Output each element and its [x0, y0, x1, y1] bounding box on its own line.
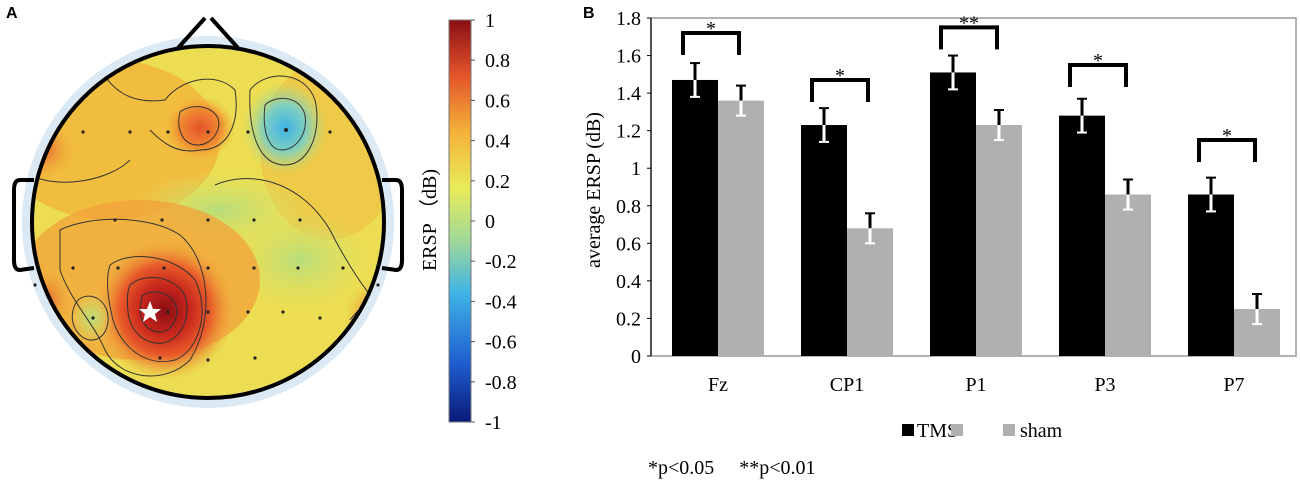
bar-tms-fz	[672, 79, 718, 356]
bar-tms-p7	[1188, 194, 1234, 356]
bar-tms-p3	[1059, 115, 1105, 357]
y-axis-title: average ERSP (dB)	[583, 112, 605, 268]
significance-label: **	[959, 12, 979, 34]
legend-swatch-sham	[951, 424, 963, 436]
footnote: *p<0.05 **p<0.01	[648, 457, 816, 479]
y-tick-label: 0	[631, 346, 641, 368]
significance-bracket	[1197, 138, 1257, 163]
colorbar-tick-label: 0.8	[485, 50, 510, 72]
colorbar-tick-label: 0.6	[485, 90, 510, 112]
colorbar-tick-label: -1	[485, 412, 502, 434]
y-tick-label: 0.2	[616, 308, 641, 330]
legend-swatch-tms	[902, 424, 914, 436]
star-marker	[139, 301, 161, 322]
bar-sham-fz	[718, 100, 764, 356]
significance-bracket	[681, 31, 741, 56]
scalp-map	[30, 59, 386, 380]
significance-bracket	[939, 25, 999, 50]
legend-label-sham: sham	[1020, 420, 1063, 442]
bars	[672, 54, 1280, 357]
bar-sham-p3	[1105, 194, 1151, 356]
significance-label: *	[1093, 50, 1103, 72]
significance-label: *	[1222, 125, 1232, 147]
significance-label: *	[706, 18, 716, 40]
bar-sham-p1	[976, 125, 1022, 357]
y-tick-label: 1.2	[616, 121, 641, 143]
colorbar-tick-label: -0.6	[485, 332, 517, 354]
y-tick-label: 0.4	[616, 271, 641, 293]
bar-tms-p1	[930, 72, 976, 356]
legend: TMS sham	[902, 420, 1063, 442]
significance-bracket	[1068, 62, 1128, 87]
significance-marks: ******	[681, 12, 1257, 163]
legend-swatch-sham-2	[1003, 424, 1015, 436]
y-tick-label: 1.6	[616, 46, 641, 68]
significance-bracket	[810, 77, 870, 102]
panel-b-label: B	[583, 5, 595, 22]
x-tick-label: P7	[1223, 374, 1244, 396]
colorbar: 1 0.8 0.6 0.4 0.2 0 -0.2 -0.4 -0.6 -0.8 -1 ERSP （d…	[418, 10, 517, 434]
x-tick-label: P1	[965, 374, 986, 396]
y-tick-label: 1.8	[616, 8, 641, 30]
head-outline	[30, 44, 386, 400]
colorbar-tick-label: -0.2	[485, 251, 517, 273]
topoplot	[12, 16, 404, 408]
x-tick-label: CP1	[830, 374, 864, 396]
bar-sham-cp1	[847, 228, 893, 356]
y-tick-label: 1.4	[616, 83, 641, 105]
x-tick-label: Fz	[708, 374, 728, 396]
colorbar-tick-label: -0.8	[485, 372, 517, 394]
colorbar-tick-label: 0.4	[485, 131, 510, 153]
bar-tms-cp1	[801, 125, 847, 357]
y-ticks: 0 0.2 0.4 0.6 0.8 1 1.2 1.4 1.6 1.8	[616, 8, 651, 368]
bar-chart: 0 0.2 0.4 0.6 0.8 1 1.2 1.4 1.6 1.8 Fz CP1 P1 P3 P7 *…	[583, 8, 1297, 479]
electrodes	[33, 128, 380, 362]
panel-a-label: A	[6, 5, 18, 22]
x-ticks: Fz CP1 P1 P3 P7	[708, 374, 1245, 396]
significance-label: *	[835, 65, 845, 87]
legend-label-tms: TMS	[917, 420, 958, 442]
x-tick-label: P3	[1094, 374, 1115, 396]
colorbar-tick-label: 0	[485, 211, 495, 233]
colorbar-tick-label: -0.4	[485, 291, 517, 313]
colorbar-title: ERSP （dB)	[418, 169, 441, 271]
y-tick-label: 1	[631, 158, 641, 180]
left-ear	[12, 178, 35, 273]
y-tick-label: 0.6	[616, 233, 641, 255]
colorbar-tick-label: 1	[485, 10, 495, 32]
nose	[176, 16, 240, 50]
colorbar-tick-label: 0.2	[485, 171, 510, 193]
colorbar-gradient	[448, 19, 472, 423]
colorbar-ticks: 1 0.8 0.6 0.4 0.2 0 -0.2 -0.4 -0.6 -0.8 -1	[471, 10, 517, 434]
right-ear	[381, 178, 404, 273]
y-tick-label: 0.8	[616, 196, 641, 218]
